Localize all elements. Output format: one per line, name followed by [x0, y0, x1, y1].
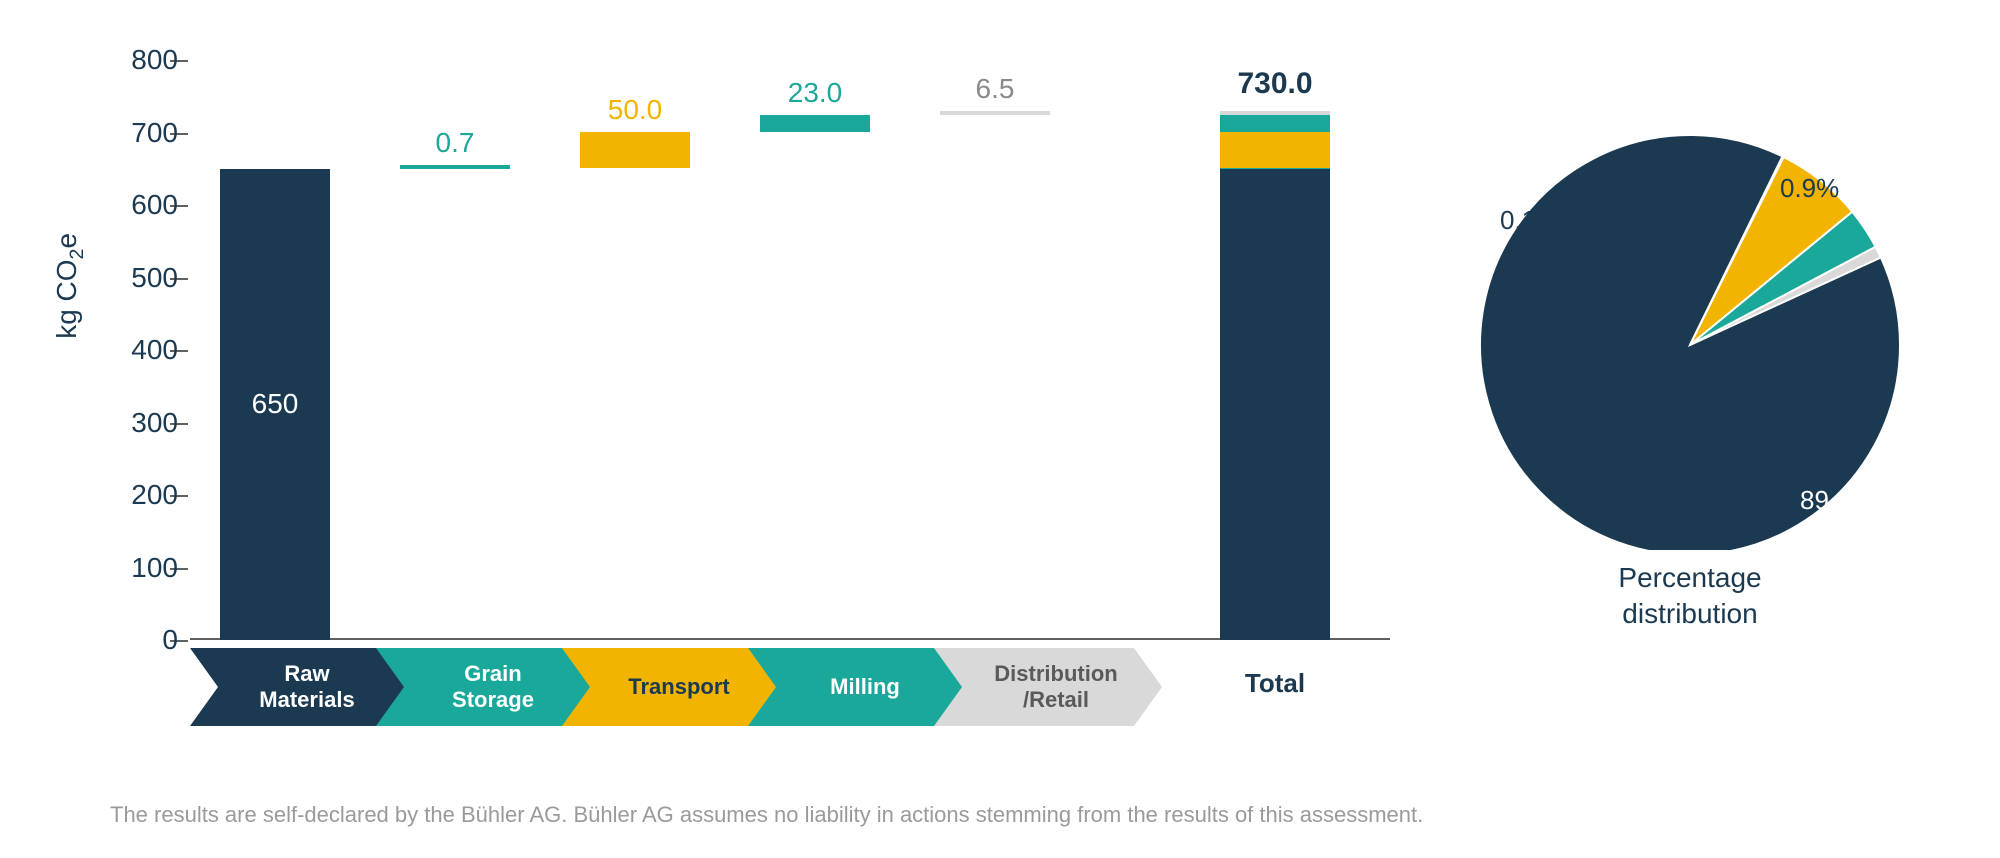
waterfall-bar-grain_storage: 0.7 [400, 60, 510, 640]
waterfall-plot: 01002003004005006007008006500.750.023.06… [190, 60, 1390, 640]
waterfall-total-bar: 730.0 [1220, 60, 1330, 640]
y-tick-label: 800 [131, 44, 178, 76]
pie-label-distribution: 0.9% [1780, 173, 1839, 204]
y-tick-label: 100 [131, 552, 178, 584]
total-x-label: Total [1205, 668, 1345, 699]
y-tick-label: 400 [131, 334, 178, 366]
waterfall-bar-raw_materials: 650 [220, 60, 330, 640]
y-tick-label: 300 [131, 407, 178, 439]
pie-chart: 89.2% 0.1% 6.7% 3.2% 0.9% [1465, 100, 1915, 550]
y-axis-title: kg CO2e [51, 233, 89, 339]
bar-value-label: 23.0 [745, 77, 885, 109]
bar-segment [400, 165, 510, 169]
pie-label-transport: 6.7% [1580, 170, 1639, 201]
footer-disclaimer: The results are self-declared by the Büh… [110, 802, 1423, 828]
bar-value-label: 50.0 [565, 94, 705, 126]
chart-container: kg CO2e 01002003004005006007008006500.75… [60, 40, 1940, 760]
chevron-label: Milling [806, 674, 908, 700]
bar-segment [760, 115, 870, 132]
bar-segment [940, 111, 1050, 116]
pie-label-milling: 3.2% [1680, 167, 1739, 198]
total-value-label: 730.0 [1205, 67, 1345, 101]
bar-value-label: 0.7 [385, 127, 525, 159]
y-tick-label: 700 [131, 117, 178, 149]
pie-title: Percentagedistribution [1618, 560, 1761, 633]
bar-value-label: 650 [205, 388, 345, 420]
waterfall-bar-distribution: 6.5 [940, 60, 1050, 640]
y-tick-label: 0 [162, 624, 178, 656]
y-tick-label: 500 [131, 262, 178, 294]
chevron-label: RawMaterials [235, 661, 362, 714]
pie-label-raw_materials: 89.2% [1800, 485, 1874, 516]
waterfall-chart: kg CO2e 01002003004005006007008006500.75… [60, 40, 1440, 760]
pie-label-grain_storage: 0.1% [1500, 205, 1559, 236]
chevron-label: Distribution/Retail [970, 661, 1125, 714]
waterfall-bar-transport: 50.0 [580, 60, 690, 640]
total-segment-raw_materials [1220, 169, 1330, 640]
y-tick-label: 200 [131, 479, 178, 511]
bar-value-label: 6.5 [925, 73, 1065, 105]
chevron-label: GrainStorage [428, 661, 542, 714]
chevron-axis: RawMaterials GrainStorage Transport Milling… [190, 648, 1390, 726]
total-segment-transport [1220, 132, 1330, 168]
y-tick-label: 600 [131, 189, 178, 221]
chevron-distribution: Distribution/Retail [934, 648, 1162, 726]
total-segment-milling [1220, 115, 1330, 132]
total-segment-distribution [1220, 111, 1330, 116]
pie-chart-area: 89.2% 0.1% 6.7% 3.2% 0.9% Percentagedistribu… [1440, 40, 1940, 760]
chevron-label: Transport [604, 674, 737, 700]
waterfall-bar-milling: 23.0 [760, 60, 870, 640]
bar-segment [580, 132, 690, 168]
